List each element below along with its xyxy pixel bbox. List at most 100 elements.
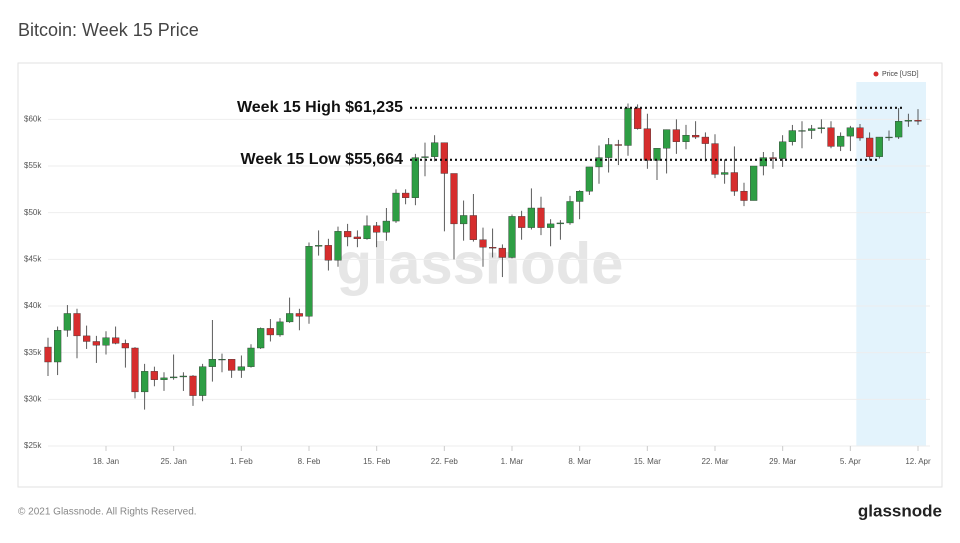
chart-title: Bitcoin: Week 15 Price [18,20,199,40]
candle-body [63,313,71,331]
candle-body [83,335,91,342]
candle-body [643,128,651,161]
y-tick-label: $60k [24,114,42,123]
candle-body [730,172,738,192]
candle-body [160,377,168,380]
candle-body [373,225,381,233]
candle-body [469,215,477,240]
candle-body [798,130,806,132]
candle-body [150,371,158,380]
candle-body [334,231,342,261]
candle-body [701,136,709,144]
x-tick-label: 15. Mar [634,457,661,466]
candle-body [276,321,284,336]
candle-body [904,120,912,122]
candle-body [141,371,149,393]
candle-body [508,216,516,258]
x-tick-label: 8. Mar [568,457,591,466]
candle-body [324,245,332,261]
candle-body [605,144,613,158]
candle-body [73,313,81,337]
candle-body [112,337,120,344]
candle-body [672,129,680,142]
candle-body [846,127,854,137]
candle-body [237,366,245,371]
candle-body [556,222,564,225]
candle-body [54,330,62,363]
candle-body [527,207,535,228]
candle-body [885,136,893,139]
candle-body [353,236,361,240]
candle-body [295,313,303,317]
candle-body [585,166,593,192]
candle-body [498,247,506,258]
candle-body [489,246,497,249]
candle-body [817,127,825,129]
candle-body [653,148,661,161]
candle-body [692,134,700,138]
candle-body [208,359,216,367]
candle-body [856,127,864,139]
candle-body [131,347,139,393]
y-tick-label: $45k [24,254,42,263]
candle-body [266,328,274,336]
candle-body [257,328,265,349]
x-tick-label: 25. Jan [161,457,187,466]
candle-body [769,157,777,159]
candle-body [102,337,110,346]
candle-body [460,215,468,225]
y-tick-label: $25k [24,441,42,450]
footer-copyright: © 2021 Glassnode. All Rights Reserved. [18,507,197,518]
candle-body [247,347,255,367]
candle-body [682,134,690,142]
candle-body [305,246,313,317]
x-tick-label: 15. Feb [363,457,391,466]
candle-body [779,141,787,159]
x-tick-label: 1. Feb [230,457,253,466]
footer-logo: glassnode [858,501,942,520]
legend-label: Price [USD] [882,71,919,78]
candle-body [44,346,52,363]
candle-body [92,341,100,346]
candle-body [547,223,555,228]
candle-body [411,157,419,198]
candle-body [808,128,816,131]
highlight-band [856,82,926,446]
candle-body [179,375,187,378]
annotation-label: Week 15 High $61,235 [237,99,403,116]
legend-swatch [873,71,879,77]
x-tick-label: 5. Apr [840,457,861,466]
y-tick-label: $30k [24,394,42,403]
candle-body [837,135,845,147]
candle-body [392,192,400,222]
x-tick-label: 22. Mar [701,457,728,466]
candle-body [634,107,642,129]
candle-body [382,220,390,233]
candle-body [537,207,545,228]
y-tick-label: $35k [24,348,42,357]
candle-body [614,144,622,146]
candle-body [788,130,796,142]
candle-body [595,157,603,168]
candle-body [363,225,371,240]
candle-body [518,216,526,228]
candle-body [566,201,574,224]
candle-body [431,142,439,157]
candle-body [576,190,584,202]
candle-body [315,245,323,247]
y-tick-label: $50k [24,208,42,217]
candle-body [479,239,487,248]
chart-frame [17,62,943,488]
candle-body [624,107,632,146]
candle-body [286,313,294,323]
candle-body [121,343,129,349]
candle-body [199,366,207,396]
candle-body [218,359,226,361]
candle-body [228,359,236,371]
candle-body [721,172,729,175]
candle-body [402,192,410,198]
x-tick-label: 29. Mar [769,457,796,466]
x-tick-label: 22. Feb [431,457,459,466]
